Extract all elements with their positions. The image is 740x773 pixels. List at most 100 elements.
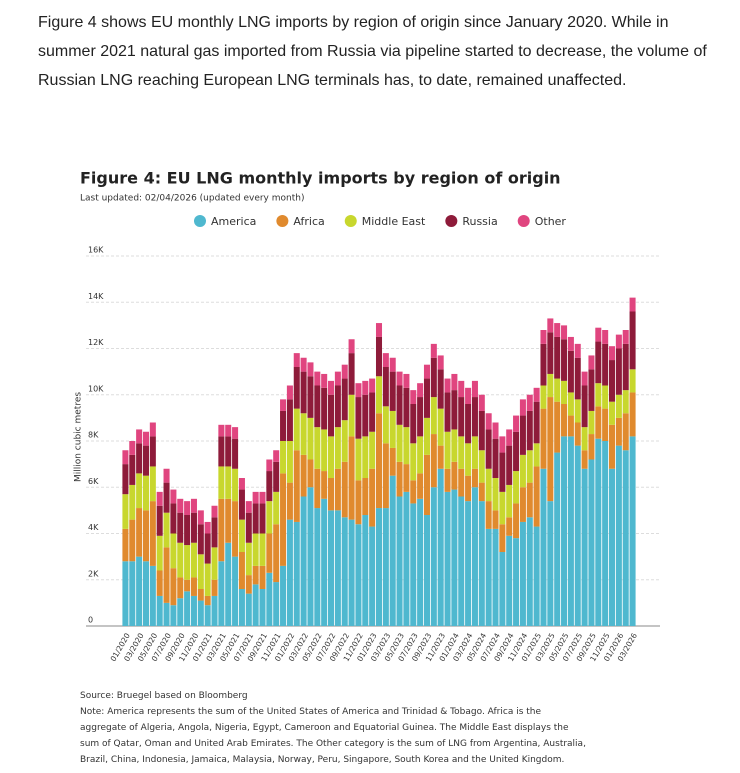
bar-segment: [238, 478, 245, 490]
bar-segment: [266, 533, 273, 573]
bar-segment: [417, 498, 424, 626]
bar-segment: [170, 489, 177, 504]
chart-subtitle: Last updated: 02/04/2026 (updated every …: [80, 194, 304, 204]
bar-segment: [492, 422, 499, 439]
bar-segment: [595, 341, 602, 384]
chart-title: Figure 4: EU LNG monthly imports by regi…: [80, 169, 561, 188]
bar-segment: [444, 468, 451, 492]
bar-segment: [403, 464, 410, 492]
bar-segment: [437, 408, 444, 446]
y-tick-label: 14K: [88, 292, 104, 301]
bar-segment: [608, 468, 616, 626]
bar-segment: [567, 336, 574, 351]
bar-segment: [581, 427, 588, 451]
bar-segment: [334, 371, 341, 386]
bar-segment: [581, 468, 588, 626]
bar-segment: [156, 491, 163, 506]
bar-segment: [451, 390, 458, 430]
bar-segment: [478, 410, 485, 451]
bar-segment: [437, 355, 444, 370]
bar-segment: [389, 447, 396, 476]
bar-segment: [190, 542, 197, 578]
bar-segment: [444, 392, 451, 432]
bar-segment: [430, 397, 437, 435]
intro-paragraph: Figure 4 shows EU monthly LNG imports by…: [38, 14, 707, 89]
bar-segment: [211, 505, 218, 518]
bar-segment: [293, 408, 300, 451]
bar-segment: [602, 408, 609, 441]
bar-segment: [328, 436, 335, 478]
bar-segment: [581, 371, 588, 386]
bar-segment: [259, 503, 266, 534]
bar-segment: [190, 512, 197, 543]
bar-segment: [547, 501, 554, 626]
bar-segment: [499, 524, 506, 552]
bar-segment: [485, 528, 492, 626]
bar-segment: [581, 385, 588, 428]
bar-segment: [136, 556, 143, 626]
bar-segment: [300, 357, 307, 372]
bar-segment: [396, 496, 403, 626]
bar-segment: [561, 436, 568, 626]
bar-segment: [561, 325, 568, 340]
bar-segment: [410, 503, 417, 626]
bar-segment: [341, 517, 348, 626]
bar-segment: [225, 424, 232, 437]
bar-segment: [300, 496, 307, 626]
bar-segment: [225, 436, 232, 467]
bar-segment: [602, 441, 609, 626]
bar-segment: [396, 371, 403, 386]
bar-segment: [444, 431, 451, 469]
bar-segment: [300, 454, 307, 497]
bar-segment: [485, 501, 492, 529]
legend-label: Africa: [293, 215, 324, 228]
bar-segment: [136, 443, 143, 474]
bar-segment: [211, 579, 218, 596]
bar-segment: [328, 510, 335, 626]
bar-segment: [574, 343, 581, 358]
legend-label: Russia: [462, 215, 497, 228]
bar-segment: [177, 542, 184, 578]
bar-segment: [417, 383, 424, 398]
bar-segment: [444, 378, 451, 393]
bar-segment: [375, 413, 383, 509]
bar-segment: [499, 491, 506, 525]
bar-segment: [245, 542, 252, 576]
bar-segment: [307, 376, 314, 418]
bar-segment: [417, 436, 424, 474]
bar-segment: [286, 519, 293, 626]
bar-segment: [170, 533, 177, 569]
bar-segment: [615, 417, 622, 446]
bar-segment: [362, 394, 369, 437]
bar-segment: [458, 496, 465, 626]
bar-segment: [574, 445, 581, 626]
bar-segment: [293, 367, 300, 409]
bar-segment: [423, 364, 430, 379]
bar-segment: [478, 450, 485, 483]
y-tick-label: 0: [88, 616, 93, 625]
bar-segment: [540, 468, 547, 626]
bar-segment: [238, 589, 245, 626]
bar-segment: [252, 491, 259, 504]
bar-segment: [348, 436, 355, 520]
bar-segment: [142, 561, 150, 626]
y-tick-label: 16K: [88, 246, 104, 255]
legend-label: Middle East: [362, 215, 426, 228]
bar-segment: [451, 461, 458, 490]
bar-segment: [526, 394, 533, 411]
bar-segment: [382, 443, 389, 509]
bar-segment: [540, 343, 547, 386]
bar-segment: [184, 579, 191, 592]
bar-segment: [588, 369, 595, 411]
bar-segment: [252, 565, 259, 585]
bar-segment: [581, 450, 588, 469]
bar-segment: [471, 487, 478, 626]
bar-segment: [211, 547, 218, 580]
bar-segment: [321, 471, 328, 499]
bar-segment: [396, 385, 403, 425]
bar-segment: [567, 350, 574, 393]
bar-segment: [197, 589, 204, 601]
y-tick-label: 10K: [88, 384, 104, 393]
bar-segment: [574, 399, 581, 423]
bar-segment: [519, 399, 526, 416]
